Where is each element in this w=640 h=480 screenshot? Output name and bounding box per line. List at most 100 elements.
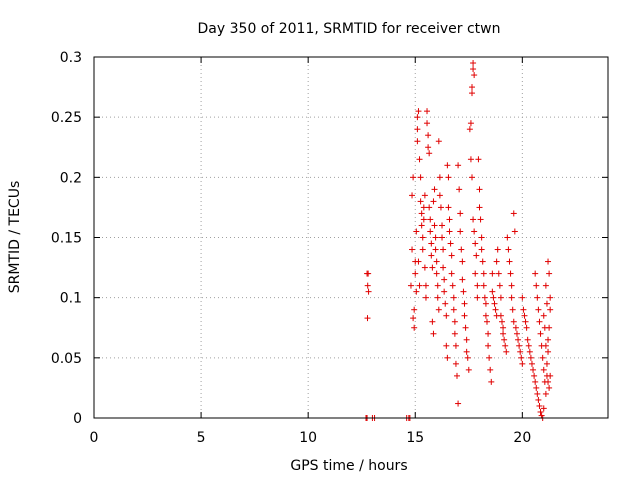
data-point [510,318,517,325]
data-point [541,324,548,331]
data-point [432,246,439,253]
data-point [477,216,484,223]
data-point [437,204,444,211]
data-point [534,390,541,397]
data-point [500,330,507,337]
data-point [470,66,477,73]
data-point [487,366,494,373]
data-point [425,144,432,151]
data-point [482,312,489,319]
data-point [472,270,479,277]
data-point [465,366,472,373]
data-point [424,120,431,127]
data-point [470,60,477,67]
data-point [485,342,492,349]
data-point [364,315,371,322]
data-point [520,306,527,313]
data-point [425,132,432,139]
data-point [424,108,431,115]
data-point [434,294,441,301]
data-point [461,312,468,319]
data-point [407,282,414,289]
data-point [469,90,476,97]
data-point [416,156,423,163]
data-point [443,342,450,349]
data-point [364,282,371,289]
data-point [523,324,530,331]
data-point [421,264,428,271]
y-axis-label: SRMTID / TECUs [7,181,23,294]
data-point [440,246,447,253]
data-point [430,330,437,337]
data-point [459,276,466,283]
data-point [471,72,478,79]
data-point [451,330,458,337]
data-point [455,162,462,169]
data-point [474,294,481,301]
data-point [446,228,453,235]
data-point [485,330,492,337]
data-point [440,264,447,271]
data-point [460,288,467,295]
data-point [365,288,372,295]
data-point [535,306,542,313]
x-tick-label: 15 [406,430,424,446]
data-point [546,384,553,391]
data-point [489,270,496,277]
data-point [442,300,449,307]
data-point [463,336,470,343]
data-point [435,138,442,145]
data-point [537,408,544,415]
data-point [452,342,459,349]
data-point [492,306,499,313]
data-point [469,174,476,181]
data-point [491,300,498,307]
data-point [431,186,438,193]
data-point [428,252,435,259]
data-point [536,402,543,409]
y-tick-label: 0.25 [51,110,82,126]
data-point [539,354,546,361]
data-point [429,318,436,325]
data-point [451,318,458,325]
data-point [478,234,485,241]
data-point [435,306,442,313]
data-point [497,294,504,301]
data-point [531,372,538,379]
data-point [498,318,505,325]
data-point [512,324,519,331]
data-point [461,300,468,307]
data-point [447,240,454,247]
data-point [489,288,496,295]
data-point [432,234,439,241]
data-point [441,276,448,283]
data-point [480,282,487,289]
data-point [414,126,421,133]
data-point [500,324,507,331]
data-point [524,336,531,343]
data-point [501,336,508,343]
x-tick-label: 5 [197,430,206,446]
data-point [446,216,453,223]
data-point [495,270,502,277]
data-point [482,300,489,307]
data-point [486,354,493,361]
data-point [441,288,448,295]
data-point [543,300,550,307]
data-point [469,84,476,91]
data-point [463,348,470,355]
data-point [454,372,461,379]
data-point [433,258,440,265]
data-point [365,270,372,277]
data-point [457,210,464,217]
data-point [521,312,528,319]
data-point [497,312,504,319]
data-point [540,366,547,373]
data-point [426,204,433,211]
data-point [410,315,417,322]
data-point [419,246,426,253]
y-tick-label: 0.15 [51,231,82,247]
data-point [415,108,422,115]
data-point [545,378,552,385]
